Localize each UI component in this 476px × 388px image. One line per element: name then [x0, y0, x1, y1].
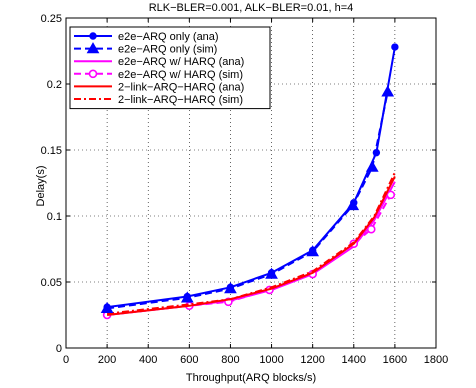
x-tick-label: 800 [221, 354, 239, 366]
data-point [366, 224, 376, 234]
legend-label: e2e−ARQ w/ HARQ (ana) [118, 56, 244, 68]
legend: e2e−ARQ only (ana)e2e−ARQ only (sim)e2e−… [69, 26, 271, 110]
chart-title: RLK−BLER=0.001, ALK−BLER=0.01, h=4 [149, 2, 354, 14]
x-tick-label: 1800 [424, 354, 448, 366]
legend-entry: e2e−ARQ w/ HARQ (ana) [74, 56, 244, 68]
series-5 [106, 171, 396, 315]
legend-label: 2−link−ARQ−HARQ (ana) [118, 81, 244, 93]
data-point [267, 269, 276, 277]
data-point [226, 283, 235, 291]
data-point [183, 292, 191, 301]
series-0 [103, 43, 399, 311]
legend-label: e2e−ARQ w/ HARQ (sim) [118, 69, 243, 81]
x-tick-label: 200 [98, 354, 116, 366]
legend-label: e2e−ARQ only (sim) [118, 44, 217, 56]
legend-entry: 2−link−ARQ−HARQ (sim) [74, 94, 243, 106]
legend-label: 2−link−ARQ−HARQ (sim) [118, 94, 243, 106]
x-tick-label: 600 [180, 354, 198, 366]
y-tick-label: 0.05 [41, 277, 62, 289]
legend-marker [86, 42, 100, 54]
y-tick-label: 0.15 [41, 145, 62, 157]
legend-label: e2e−ARQ only (ana) [118, 31, 219, 43]
data-point [308, 246, 317, 255]
data-point [372, 148, 381, 157]
axis-ticks: 0 200 400 600 800 1000 1200 1400 1600 1800 0 0.05 0.… [41, 13, 449, 366]
series-line [106, 171, 396, 315]
y-tick-label: 0.1 [47, 211, 62, 223]
y-tick-label: 0.25 [41, 13, 62, 25]
legend-box [69, 26, 271, 110]
x-tick-label: 1200 [300, 354, 324, 366]
legend-entry: e2e−ARQ only (sim) [74, 42, 217, 56]
legend-entry: 2−link−ARQ−HARQ (ana) [74, 81, 244, 93]
data-point [103, 303, 111, 311]
x-tick-label: 1600 [383, 354, 407, 366]
x-tick-label: 1400 [342, 354, 366, 366]
data-point [391, 43, 399, 51]
legend-marker [88, 69, 98, 79]
legend-entry: e2e−ARQ only (ana) [74, 31, 219, 43]
plot-series [100, 43, 399, 320]
plot-area-frame [65, 17, 437, 349]
legend-entry: e2e−ARQ w/ HARQ (sim) [74, 69, 243, 81]
x-tick-label: 400 [139, 354, 157, 366]
y-axis-label: Delay(s) [35, 166, 47, 207]
series-line [106, 46, 396, 309]
data-point [350, 199, 358, 207]
legend-marker [89, 32, 97, 40]
x-axis-label: Throughput(ARQ blocks/s) [186, 372, 316, 384]
x-tick-label: 1000 [259, 354, 283, 366]
y-tick-label: 0 [56, 343, 62, 355]
series-line [106, 91, 389, 310]
data-point [386, 190, 396, 200]
y-tick-label: 0.2 [47, 79, 62, 91]
x-tick-label: 0 [63, 354, 69, 366]
